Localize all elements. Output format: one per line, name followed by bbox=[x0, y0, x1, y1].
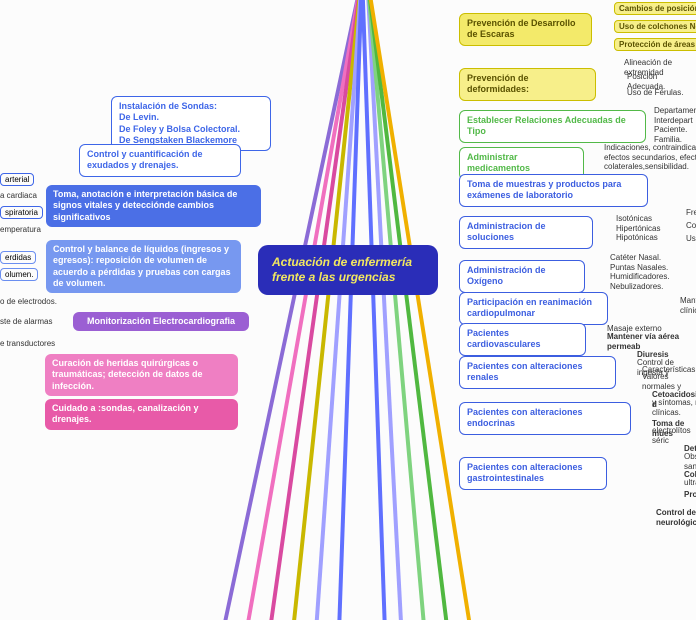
node-endoc: Pacientes con alteraciones endocrinas bbox=[459, 402, 631, 435]
node-renal: Pacientes con alteraciones renales bbox=[459, 356, 616, 389]
leaf-permeab: Mantener vía aérea permeab bbox=[607, 332, 696, 351]
leaf-valores: Valores normales y bbox=[642, 372, 696, 391]
leaf-ultra: ultras bbox=[684, 478, 696, 488]
node-relac: Establecer Relaciones Adecuadas de Tipo bbox=[459, 110, 646, 143]
leaf-proce: Proce bbox=[684, 490, 696, 500]
leaf-sintomas: y síntomas, mar clínicas. bbox=[652, 398, 696, 417]
node-gastro: Pacientes con alteraciones gastrointesti… bbox=[459, 457, 607, 490]
pill-resp: spiratoria bbox=[0, 206, 43, 219]
leaf-neuro: Control del p neurológicas bbox=[656, 508, 696, 527]
leaf-tonR3: Uso bbox=[686, 234, 696, 244]
sondas-l2: De Levin. bbox=[119, 112, 159, 122]
node-escaras: Prevención de Desarrollo de Escaras bbox=[459, 13, 592, 46]
pill-top-1: Uso de colchones Neu bbox=[614, 20, 696, 33]
leaf-tonR1: Fre bbox=[686, 208, 696, 218]
sondas-l3: De Foley y Bolsa Colectoral. bbox=[119, 124, 240, 134]
node-cardioresp: Participación en reanimación cardiopulmo… bbox=[459, 292, 608, 325]
node-cardiov: Pacientes cardiovasculares bbox=[459, 323, 586, 356]
node-liquidos: Control y balance de líquidos (ingresos … bbox=[46, 240, 241, 293]
leaf-crit: Mantener clínico bbox=[680, 296, 696, 315]
pill-top-0: Cambios de posición. bbox=[614, 2, 696, 15]
sondas-l1: Instalación de Sondas: bbox=[119, 101, 217, 111]
node-cuidado: Cuidado a :sondas, canalización y drenaj… bbox=[45, 399, 238, 430]
leaf-depto: Departament Interdepart Paciente. Famili… bbox=[654, 106, 696, 144]
node-oxi: Administración de Oxígeno bbox=[459, 260, 585, 293]
node-soluc: Administracion de soluciones bbox=[459, 216, 593, 249]
pill-cardiaca: a cardiaca bbox=[0, 191, 37, 201]
leaf-indic: Indicaciones, contraindicacione efectos … bbox=[604, 143, 696, 172]
center-node: Actuación de enfermería frente a las urg… bbox=[258, 245, 438, 295]
node-sondas: Instalación de Sondas: De Levin. De Fole… bbox=[111, 96, 271, 151]
leaf-obstru: Obstru sangra bbox=[684, 452, 696, 471]
node-deform: Prevención de deformidades: bbox=[459, 68, 596, 101]
leaf-electro: electrolítos séric bbox=[652, 426, 696, 445]
pill-electrodos: o de electrodos. bbox=[0, 297, 57, 307]
leaf-tonic: Isotónicas Hipertónicas Hipotónicas bbox=[616, 214, 660, 243]
leaf-tonR2: Con bbox=[686, 221, 696, 231]
node-exudados: Control y cuantificación de exudados y d… bbox=[79, 144, 241, 177]
pill-top-2: Protección de áreas ap bbox=[614, 38, 696, 51]
node-ecg: Monitorización Electrocardiografia bbox=[73, 312, 249, 331]
pill-transductores: e transductores bbox=[0, 339, 55, 349]
pill-alarmas: ste de alarmas bbox=[0, 317, 52, 327]
pill-arterial: arterial bbox=[0, 173, 34, 186]
pill-temp: emperatura bbox=[0, 225, 41, 235]
leaf-ferulas: Uso de Férulas. bbox=[627, 88, 683, 98]
node-signos: Toma, anotación e interpretación básica … bbox=[46, 185, 261, 227]
node-muestras: Toma de muestras y productos para exámen… bbox=[459, 174, 648, 207]
pill-perdidas: erdidas bbox=[0, 251, 36, 264]
leaf-oxi: Catéter Nasal. Puntas Nasales. Humidific… bbox=[610, 253, 670, 291]
node-heridas: Curación de heridas quirúrgicas o traumá… bbox=[45, 354, 238, 396]
pill-volumen: olumen. bbox=[0, 268, 38, 281]
